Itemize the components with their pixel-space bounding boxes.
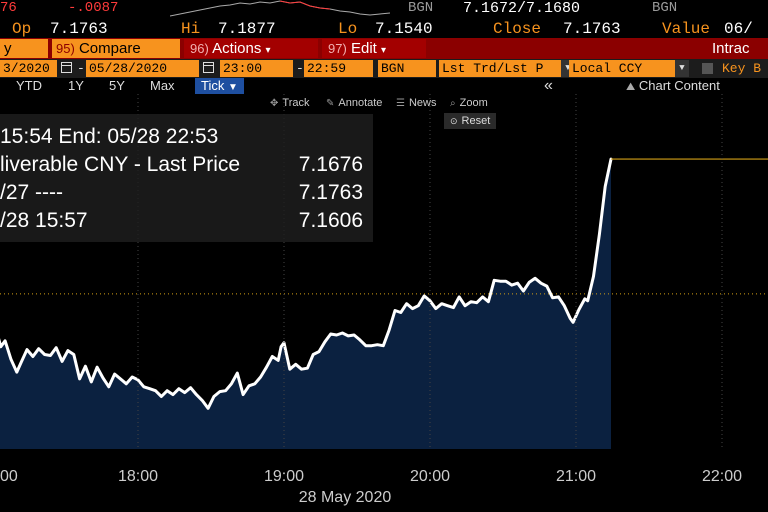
- news-tool[interactable]: ☰ News: [396, 95, 436, 111]
- chart-info-overlay: 15:54 End: 05/28 22:53 liverable CNY - L…: [0, 114, 373, 242]
- annotate-label: Annotate: [338, 97, 383, 109]
- period-tick-label: Tick: [201, 78, 225, 93]
- info-security-row: liverable CNY - Last Price 7.1676: [0, 152, 373, 178]
- x-tick-label: 22:00: [702, 468, 742, 485]
- edit-button[interactable]: 97) Edit ▾: [322, 39, 426, 58]
- sparkline: [170, 0, 390, 17]
- time-separator: -: [296, 61, 304, 76]
- close-label: Close: [493, 20, 542, 38]
- price-source: BGN: [408, 0, 434, 16]
- end-calendar-icon[interactable]: [203, 62, 214, 73]
- info-prev-value: 7.1763: [298, 181, 363, 204]
- x-tick-label: 00: [0, 468, 18, 485]
- quote-strip-ohlc: Op 7.1763 Hi 7.1877 Lo 7.1540 Close 7.17…: [0, 20, 768, 38]
- news-label: News: [408, 97, 437, 109]
- track-label: Track: [282, 97, 310, 109]
- edit-number: 97): [328, 41, 347, 56]
- zoom-icon: ⌕: [450, 98, 456, 109]
- edit-dropdown-icon: ▾: [381, 45, 387, 56]
- x-tick-label: 21:00: [556, 468, 596, 485]
- period-max[interactable]: Max: [150, 78, 175, 93]
- reset-label: Reset: [461, 115, 491, 127]
- chart-content-label: Chart Content: [638, 78, 720, 93]
- currency-select[interactable]: Local CCY: [569, 60, 676, 77]
- x-tick-label: 19:00: [264, 468, 304, 485]
- chart-content-icon: ⛰: [626, 81, 636, 93]
- net-change: -.0087: [68, 0, 119, 16]
- low-value: 7.1540: [375, 20, 433, 38]
- key-label: Key B: [722, 61, 762, 76]
- value-label: Value: [662, 20, 711, 38]
- info-time-row: /28 15:57 7.1606: [0, 208, 373, 234]
- controls-bar: 3/2020 - 05/28/2020 23:00 - 22:59 BGN Ls…: [0, 59, 768, 78]
- x-axis-date-label: 28 May 2020: [299, 489, 392, 506]
- zoom-label: Zoom: [459, 97, 488, 109]
- open-value: 7.1763: [50, 20, 108, 38]
- date-separator: -: [77, 61, 85, 76]
- compare-button[interactable]: 95) Compare: [52, 39, 180, 58]
- low-label: Lo: [338, 20, 358, 38]
- actions-label: Actions: [212, 40, 262, 57]
- price-source-2: BGN: [652, 0, 678, 16]
- quote-strip-top: 76 -.0087 BGN 7.1672/7.1680 BGN: [0, 0, 768, 20]
- end-time-field[interactable]: 22:59: [304, 60, 373, 77]
- price-field-select[interactable]: Lst Trd/Lst P: [439, 60, 562, 77]
- source-field[interactable]: BGN: [378, 60, 436, 77]
- info-time-value: 7.1606: [298, 209, 363, 232]
- period-bar: YTD 1Y 5Y Max Tick ▼ « ⛰ Chart Content: [0, 78, 768, 94]
- price-line: [0, 157, 613, 410]
- high-value: 7.1877: [218, 20, 276, 38]
- start-calendar-icon[interactable]: [61, 62, 72, 73]
- security-code: 76: [0, 0, 17, 16]
- info-time-label: /28 15:57: [0, 209, 88, 232]
- key-checkbox[interactable]: [702, 63, 713, 74]
- compare-number: 95): [56, 41, 75, 56]
- close-value: 7.1763: [563, 20, 621, 38]
- price-chart[interactable]: 00 18:00 19:00 20:00 21:00 22:00 28 May 2020: [0, 94, 768, 512]
- x-tick-label: 18:00: [118, 468, 158, 485]
- chart-content-button[interactable]: ⛰ Chart Content: [626, 78, 720, 94]
- menu-fragment-button[interactable]: y: [0, 39, 48, 58]
- start-time-field[interactable]: 23:00: [220, 60, 293, 77]
- period-1y[interactable]: 1Y: [68, 78, 84, 93]
- x-axis-ticks: 00 18:00 19:00 20:00 21:00 22:00: [0, 94, 742, 485]
- info-security-value: 7.1676: [298, 153, 363, 176]
- info-security-label: liverable CNY - Last Price: [0, 153, 241, 176]
- actions-number: 96): [190, 41, 209, 56]
- value-fragment: 06/: [724, 20, 753, 38]
- bid-ask: 7.1672/7.1680: [463, 0, 581, 17]
- start-date-field[interactable]: 3/2020: [0, 60, 57, 77]
- annotate-icon: ✎: [326, 98, 335, 109]
- open-label: Op: [12, 20, 32, 38]
- actions-button[interactable]: 96) Actions ▾: [184, 39, 318, 58]
- annotate-tool[interactable]: ✎ Annotate: [326, 95, 382, 111]
- reset-icon: ⊙: [450, 116, 458, 126]
- menu-fragment-label: y: [4, 40, 12, 57]
- high-label: Hi: [181, 20, 201, 38]
- track-icon: ✥: [270, 98, 279, 109]
- menu-bar: y 95) Compare 96) Actions ▾ 97) Edit ▾ I…: [0, 38, 768, 59]
- period-tick-selected[interactable]: Tick ▼: [195, 78, 244, 94]
- collapse-icon[interactable]: «: [544, 78, 553, 94]
- end-date-field[interactable]: 05/28/2020: [86, 60, 199, 77]
- actions-dropdown-icon: ▾: [265, 45, 271, 56]
- period-ytd[interactable]: YTD: [16, 78, 42, 93]
- info-range: 15:54 End: 05/28 22:53: [0, 125, 219, 148]
- x-tick-label: 20:00: [410, 468, 450, 485]
- news-icon: ☰: [396, 98, 405, 109]
- compare-label: Compare: [78, 40, 141, 57]
- info-prev-row: /27 ---- 7.1763: [0, 180, 373, 206]
- edit-label: Edit: [350, 40, 377, 57]
- price-area-fill: [0, 159, 611, 449]
- zoom-tool[interactable]: ⌕ Zoom: [450, 95, 488, 111]
- reset-button[interactable]: ⊙ Reset: [444, 113, 496, 129]
- intraday-label: Intrac: [712, 40, 750, 57]
- info-prev-label: /27 ----: [0, 181, 63, 204]
- currency-dropdown-icon[interactable]: ▼: [675, 60, 689, 77]
- tick-dropdown-icon: ▼: [227, 82, 238, 93]
- track-tool[interactable]: ✥ Track: [270, 95, 309, 111]
- period-5y[interactable]: 5Y: [109, 78, 125, 93]
